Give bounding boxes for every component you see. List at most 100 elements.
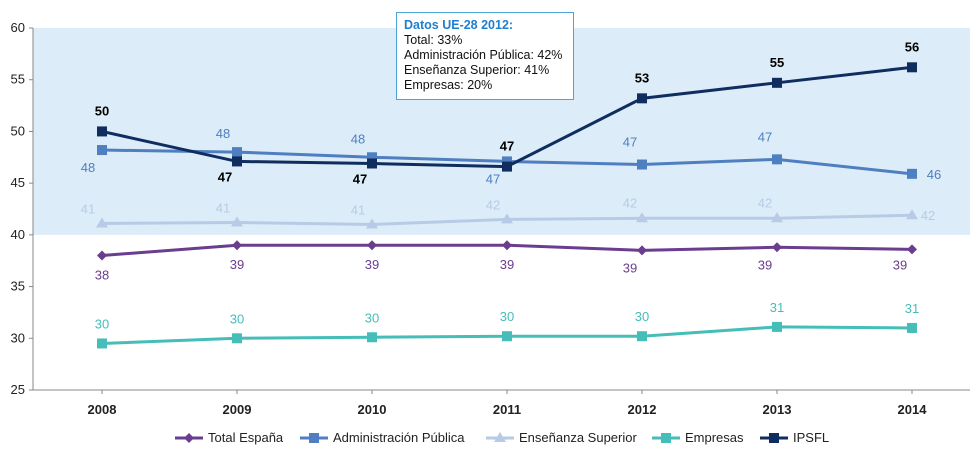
info-box-line-total: Total: 33% xyxy=(404,33,463,47)
data-label-administraci-n-p-blica: 48 xyxy=(216,126,230,141)
data-label-ipsfl: 53 xyxy=(635,70,649,85)
data-label-empresas: 30 xyxy=(635,309,649,324)
legend-label-total-espa-a: Total España xyxy=(208,430,284,445)
data-label-administraci-n-p-blica: 48 xyxy=(351,131,365,146)
data-label-total-espa-a: 39 xyxy=(365,257,379,272)
data-label-ense-anza-superior: 41 xyxy=(351,203,365,218)
point-empresas xyxy=(367,332,377,343)
point-total-espa-a xyxy=(97,250,107,261)
point-empresas xyxy=(232,333,242,344)
point-ipsfl xyxy=(637,93,647,104)
point-ipsfl xyxy=(367,158,377,169)
point-total-espa-a xyxy=(367,240,377,251)
x-tick-label: 2008 xyxy=(88,402,117,417)
point-ense-anza-superior xyxy=(96,217,108,228)
point-ipsfl xyxy=(907,62,917,73)
data-label-empresas: 30 xyxy=(230,311,244,326)
point-administraci-n-p-blica xyxy=(637,159,647,170)
info-box-title: Datos UE-28 2012: xyxy=(404,18,514,32)
legend-marker-total-espa-a xyxy=(184,433,194,443)
legend-label-ipsfl: IPSFL xyxy=(793,430,829,445)
data-label-empresas: 31 xyxy=(905,301,919,316)
data-label-administraci-n-p-blica: 47 xyxy=(623,135,637,150)
point-total-espa-a xyxy=(772,242,782,253)
data-label-ense-anza-superior: 42 xyxy=(758,195,772,210)
data-label-total-espa-a: 39 xyxy=(893,257,907,272)
point-empresas xyxy=(907,322,917,333)
y-tick-label: 60 xyxy=(11,20,25,35)
y-tick-label: 25 xyxy=(11,382,25,397)
y-tick-label: 55 xyxy=(11,72,25,87)
x-tick-label: 2013 xyxy=(763,402,792,417)
point-administraci-n-p-blica xyxy=(772,154,782,165)
info-box-line-higher-ed: Enseñanza Superior: 41% xyxy=(404,63,550,77)
point-ense-anza-superior xyxy=(501,213,513,224)
legend-marker-administraci-n-p-blica xyxy=(309,433,319,443)
data-label-empresas: 30 xyxy=(500,309,514,324)
legend-marker-ense-anza-superior xyxy=(494,432,506,442)
data-label-empresas: 31 xyxy=(770,300,784,315)
x-tick-label: 2014 xyxy=(898,402,928,417)
legend-marker-ipsfl xyxy=(769,433,779,443)
y-tick-label: 45 xyxy=(11,175,25,190)
point-ipsfl xyxy=(97,126,107,137)
legend-label-empresas: Empresas xyxy=(685,430,744,445)
point-administraci-n-p-blica xyxy=(367,152,377,163)
point-total-espa-a xyxy=(907,244,917,255)
data-labels: 38 39 39 39 39 39 39 48 48 48 47 47 47 46 41 41 41 42 42 42… xyxy=(81,39,941,331)
point-empresas xyxy=(502,331,512,342)
info-box-line-admin: Administración Pública: 42% xyxy=(404,48,563,62)
data-label-ense-anza-superior: 42 xyxy=(623,195,637,210)
y-tick-label: 35 xyxy=(11,279,25,294)
data-label-ipsfl: 47 xyxy=(353,171,367,186)
data-label-ense-anza-superior: 42 xyxy=(486,197,500,212)
point-ense-anza-superior xyxy=(906,209,918,220)
data-label-total-espa-a: 39 xyxy=(500,257,514,272)
point-ense-anza-superior xyxy=(231,216,243,227)
data-label-administraci-n-p-blica: 46 xyxy=(927,167,941,182)
legend: Total España Administración Pública Enseña… xyxy=(175,430,829,445)
point-empresas xyxy=(637,331,647,342)
data-label-administraci-n-p-blica: 47 xyxy=(486,171,500,186)
x-tick-label: 2011 xyxy=(493,402,521,417)
data-label-ense-anza-superior: 42 xyxy=(921,208,935,223)
point-total-espa-a xyxy=(637,245,647,256)
eu28-info-box: Datos UE-28 2012: Total: 33% Administrac… xyxy=(396,12,574,100)
point-administraci-n-p-blica xyxy=(232,147,242,158)
data-label-empresas: 30 xyxy=(365,310,379,325)
data-label-administraci-n-p-blica: 48 xyxy=(81,160,95,175)
data-label-ipsfl: 47 xyxy=(500,139,514,154)
point-ipsfl xyxy=(232,156,242,167)
point-ense-anza-superior xyxy=(636,212,648,223)
data-label-total-espa-a: 39 xyxy=(230,257,244,272)
point-empresas xyxy=(772,321,782,332)
data-label-ipsfl: 47 xyxy=(218,169,232,184)
data-label-administraci-n-p-blica: 47 xyxy=(758,129,772,144)
point-ipsfl xyxy=(502,161,512,172)
point-ense-anza-superior xyxy=(771,212,783,223)
point-ense-anza-superior xyxy=(366,218,378,229)
y-tick-label: 30 xyxy=(11,330,25,345)
data-label-ipsfl: 55 xyxy=(770,55,784,70)
point-empresas xyxy=(97,338,107,349)
point-ipsfl xyxy=(772,77,782,88)
point-administraci-n-p-blica xyxy=(97,145,107,156)
data-label-total-espa-a: 39 xyxy=(623,260,637,275)
point-administraci-n-p-blica xyxy=(907,168,917,179)
axes: 25 30 35 40 45 50 55 60 2008 2009 2010 2011 2012 2013… xyxy=(11,20,970,417)
x-tick-label: 2009 xyxy=(223,402,252,417)
point-administraci-n-p-blica xyxy=(502,156,512,167)
x-tick-label: 2012 xyxy=(628,402,657,417)
legend-marker-empresas xyxy=(661,433,671,443)
y-tick-label: 50 xyxy=(11,123,25,138)
point-total-espa-a xyxy=(232,240,242,251)
data-label-total-espa-a: 39 xyxy=(758,257,772,272)
data-label-ense-anza-superior: 41 xyxy=(216,200,230,215)
point-total-espa-a xyxy=(502,240,512,251)
series-lines xyxy=(96,62,918,349)
x-tick-label: 2010 xyxy=(358,402,387,417)
data-label-empresas: 30 xyxy=(95,316,109,331)
legend-label-ense-anza-superior: Enseñanza Superior xyxy=(519,430,637,445)
info-box-line-business: Empresas: 20% xyxy=(404,78,493,92)
legend-label-administraci-n-p-blica: Administración Pública xyxy=(333,430,465,445)
